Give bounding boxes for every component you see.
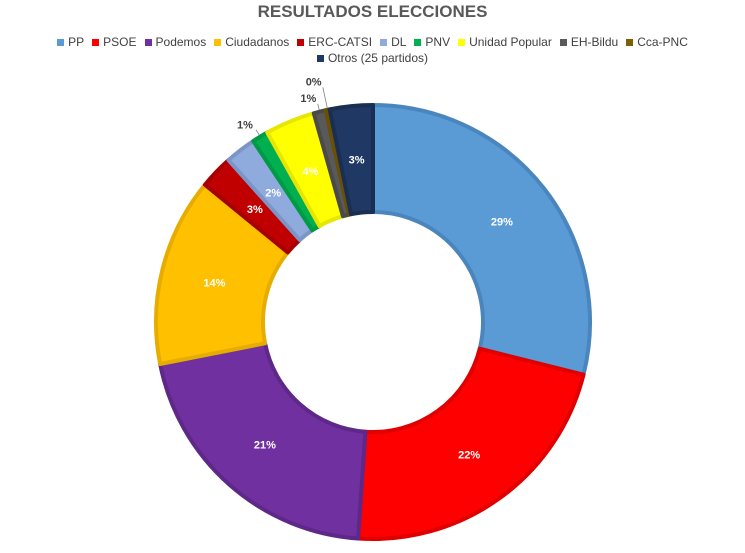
legend-swatch [144,38,152,46]
legend-label: PNV [425,35,451,49]
legend-item: PNV [414,35,450,49]
legend-item: DL [380,35,406,49]
data-label: 21% [254,440,276,452]
legend-label: PSOE [103,35,137,49]
legend-swatch [380,38,388,46]
leader-line [322,87,328,108]
legend-item: Podemos [144,35,207,49]
legend: PP PSOE Podemos Ciudadanos ERC-CATSI DL PNV Uni… [0,35,745,65]
legend-label: ERC-CATSI [308,35,373,49]
data-label: 3% [349,154,365,166]
legend-label: Unidad Popular [469,35,552,49]
legend-swatch [214,38,222,46]
data-label: 4% [302,166,318,178]
slice-podemos [158,341,368,541]
data-label: 1% [237,120,253,132]
slice-pp [371,103,592,377]
legend-swatch [316,54,324,62]
leader-line [255,129,260,136]
legend-label: EH-Bildu [570,35,619,49]
slice-psoe [356,346,586,541]
legend-swatch [414,38,422,46]
legend-item: PP [57,35,84,49]
legend-label: Ciudadanos [225,35,290,49]
legend-label: PP [68,35,85,49]
legend-swatch [92,38,100,46]
legend-swatch [57,38,65,46]
data-label: 22% [458,449,480,461]
legend-item: Otros (25 partidos) [316,51,429,65]
slice-otros-25-partidos- [327,103,375,217]
legend-item: Unidad Popular [458,35,552,49]
legend-item: Ciudadanos [214,35,289,49]
data-label: 2% [265,187,281,199]
data-label: 29% [491,216,513,228]
data-label: 14% [203,277,225,289]
legend-label: DL [391,35,407,49]
legend-item: Cca-PNC [626,35,688,49]
legend-swatch [458,38,466,46]
chart-title: RESULTADOS ELECCIONES [257,2,488,21]
legend-item: PSOE [92,35,137,49]
data-label: 1% [300,93,316,105]
legend-item: ERC-CATSI [297,35,372,49]
data-label: 3% [247,204,263,216]
legend-swatch [559,38,567,46]
legend-label: Podemos [155,35,207,49]
legend-swatch [626,38,634,46]
data-label: 0% [306,76,322,88]
legend-label: Cca-PNC [637,35,688,49]
legend-item: EH-Bildu [559,35,619,49]
legend-label: Otros (25 partidos) [327,51,429,65]
legend-swatch [297,38,305,46]
leader-line [317,103,320,110]
